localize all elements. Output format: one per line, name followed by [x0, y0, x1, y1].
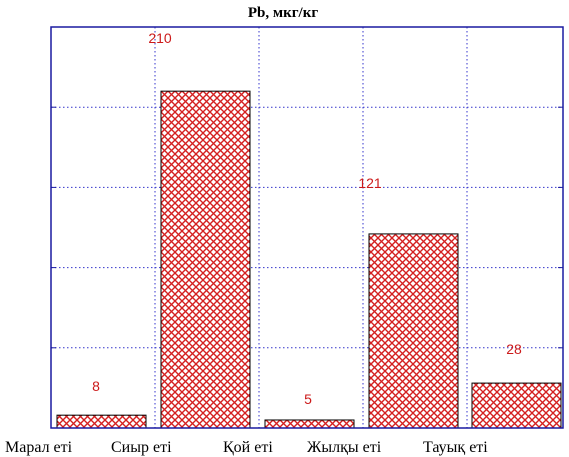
plot-border: [50, 26, 564, 429]
bar: [471, 382, 562, 429]
plot-frame: [50, 26, 564, 429]
data-label: 5: [304, 391, 312, 407]
data-label: 28: [506, 341, 522, 357]
data-label: 121: [358, 175, 382, 191]
bar: [56, 414, 147, 429]
category-label: Жылқы еті: [307, 439, 382, 456]
category-labels: Марал еті Сиыр еті Қой еті Жылқы еті Тауық е…: [5, 439, 488, 456]
grid-lines: [51, 27, 563, 428]
bar: [264, 419, 355, 429]
bars: [56, 90, 562, 429]
category-label: Тауық еті: [423, 439, 488, 456]
category-label: Қой еті: [223, 439, 273, 456]
category-label: Сиыр еті: [111, 439, 172, 456]
data-labels: 8 210 5 121 28: [92, 30, 522, 407]
chart-title: Pb, мкг/кг: [248, 5, 318, 21]
category-label: Марал еті: [5, 439, 73, 456]
data-label: 210: [148, 30, 172, 46]
bar: [368, 233, 459, 429]
data-label: 8: [92, 378, 100, 394]
bar: [160, 90, 251, 429]
